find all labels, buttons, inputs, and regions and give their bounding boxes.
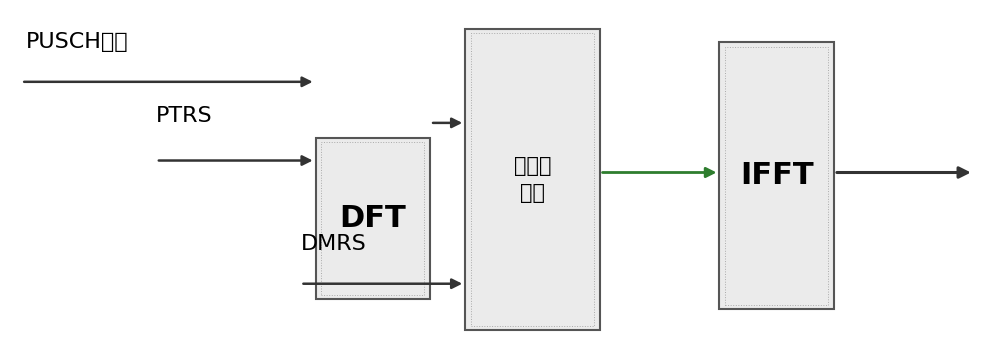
Text: DFT: DFT xyxy=(339,204,406,233)
Text: PTRS: PTRS xyxy=(156,106,213,126)
Text: PUSCH数据: PUSCH数据 xyxy=(26,32,129,52)
Bar xyxy=(321,142,424,295)
Text: DMRS: DMRS xyxy=(301,234,366,254)
Bar xyxy=(316,138,430,299)
Text: 子载波
映射: 子载波 映射 xyxy=(514,156,551,203)
Bar xyxy=(465,29,600,330)
Text: IFFT: IFFT xyxy=(740,161,814,190)
Bar xyxy=(719,42,834,309)
Bar xyxy=(471,33,594,326)
Bar xyxy=(725,47,828,305)
